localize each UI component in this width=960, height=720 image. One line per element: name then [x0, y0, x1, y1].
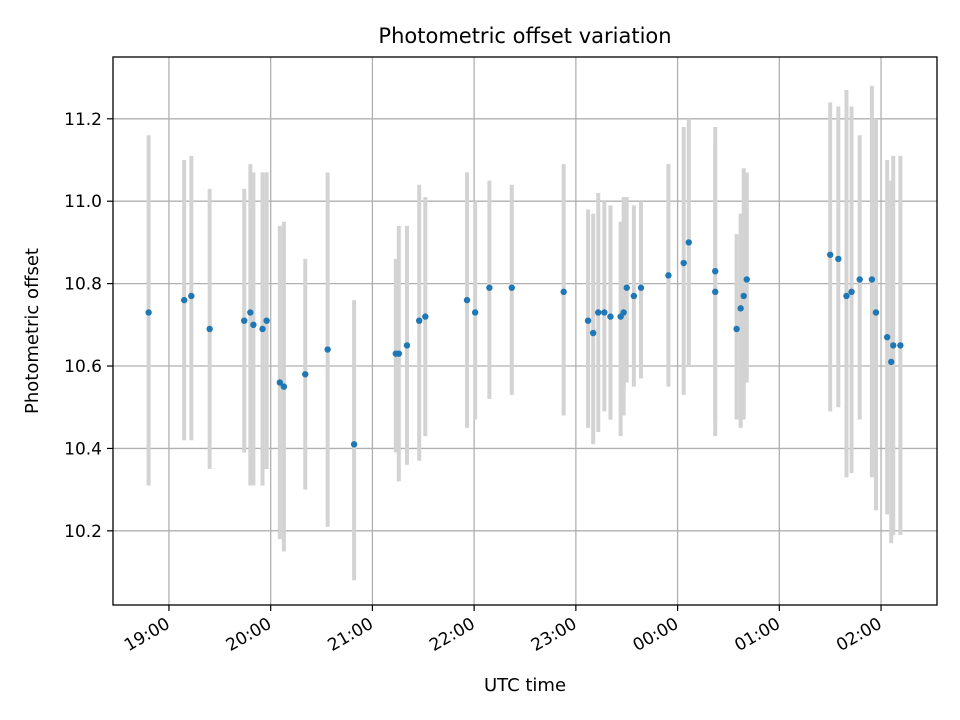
data-point	[486, 284, 493, 291]
data-point	[737, 305, 744, 312]
y-tick-label: 11.2	[64, 110, 102, 130]
data-point	[247, 309, 254, 316]
data-point	[259, 325, 266, 333]
y-tick-label: 10.8	[64, 275, 102, 295]
data-point	[712, 288, 719, 296]
data-point	[740, 292, 747, 300]
chart-title: Photometric offset variation	[378, 24, 671, 48]
data-point	[897, 342, 904, 349]
plot-frame	[112, 56, 938, 606]
data-point	[276, 379, 284, 386]
y-axis-label: Photometric offset	[22, 248, 43, 414]
data-point	[826, 251, 834, 258]
data-point	[883, 333, 891, 341]
data-point	[589, 329, 597, 337]
data-point	[263, 317, 270, 324]
data-point	[584, 317, 592, 324]
data-point	[422, 313, 429, 320]
data-point	[623, 284, 630, 291]
data-point	[872, 309, 880, 316]
data-point	[685, 239, 692, 246]
data-point	[835, 255, 842, 263]
y-tick-label: 10.4	[64, 439, 102, 459]
data-point	[890, 342, 897, 349]
y-tick-label: 10.6	[64, 357, 102, 377]
data-point	[463, 296, 471, 304]
data-point	[471, 309, 479, 316]
y-tick-label: 10.2	[64, 522, 102, 542]
data-point	[630, 292, 638, 300]
data-point	[403, 342, 411, 349]
y-tick-label: 11.0	[64, 192, 102, 212]
x-axis-label: UTC time	[484, 675, 566, 696]
data-point	[620, 309, 627, 316]
data-point	[302, 371, 309, 378]
data-point	[665, 272, 672, 279]
data-point	[241, 317, 248, 324]
data-point	[888, 358, 895, 366]
data-point	[733, 325, 740, 333]
data-point	[206, 325, 213, 333]
data-point	[350, 441, 358, 448]
data-point	[145, 309, 152, 316]
data-point	[637, 284, 645, 291]
data-point	[680, 259, 687, 267]
data-point	[560, 288, 567, 296]
data-point	[324, 346, 331, 353]
data-point	[601, 309, 608, 316]
data-point	[607, 313, 614, 320]
data-point	[843, 292, 850, 300]
data-point	[395, 350, 403, 357]
data-point	[280, 383, 288, 390]
data-points	[145, 239, 904, 448]
data-point	[188, 292, 195, 300]
data-point	[595, 309, 602, 316]
data-point	[856, 276, 863, 283]
data-point	[848, 288, 855, 296]
data-point	[250, 321, 257, 329]
data-point	[181, 296, 188, 304]
data-point	[416, 317, 423, 324]
grid	[113, 57, 937, 605]
data-point	[868, 276, 876, 283]
data-point	[743, 276, 750, 283]
data-point	[712, 268, 719, 275]
data-point	[508, 284, 515, 291]
